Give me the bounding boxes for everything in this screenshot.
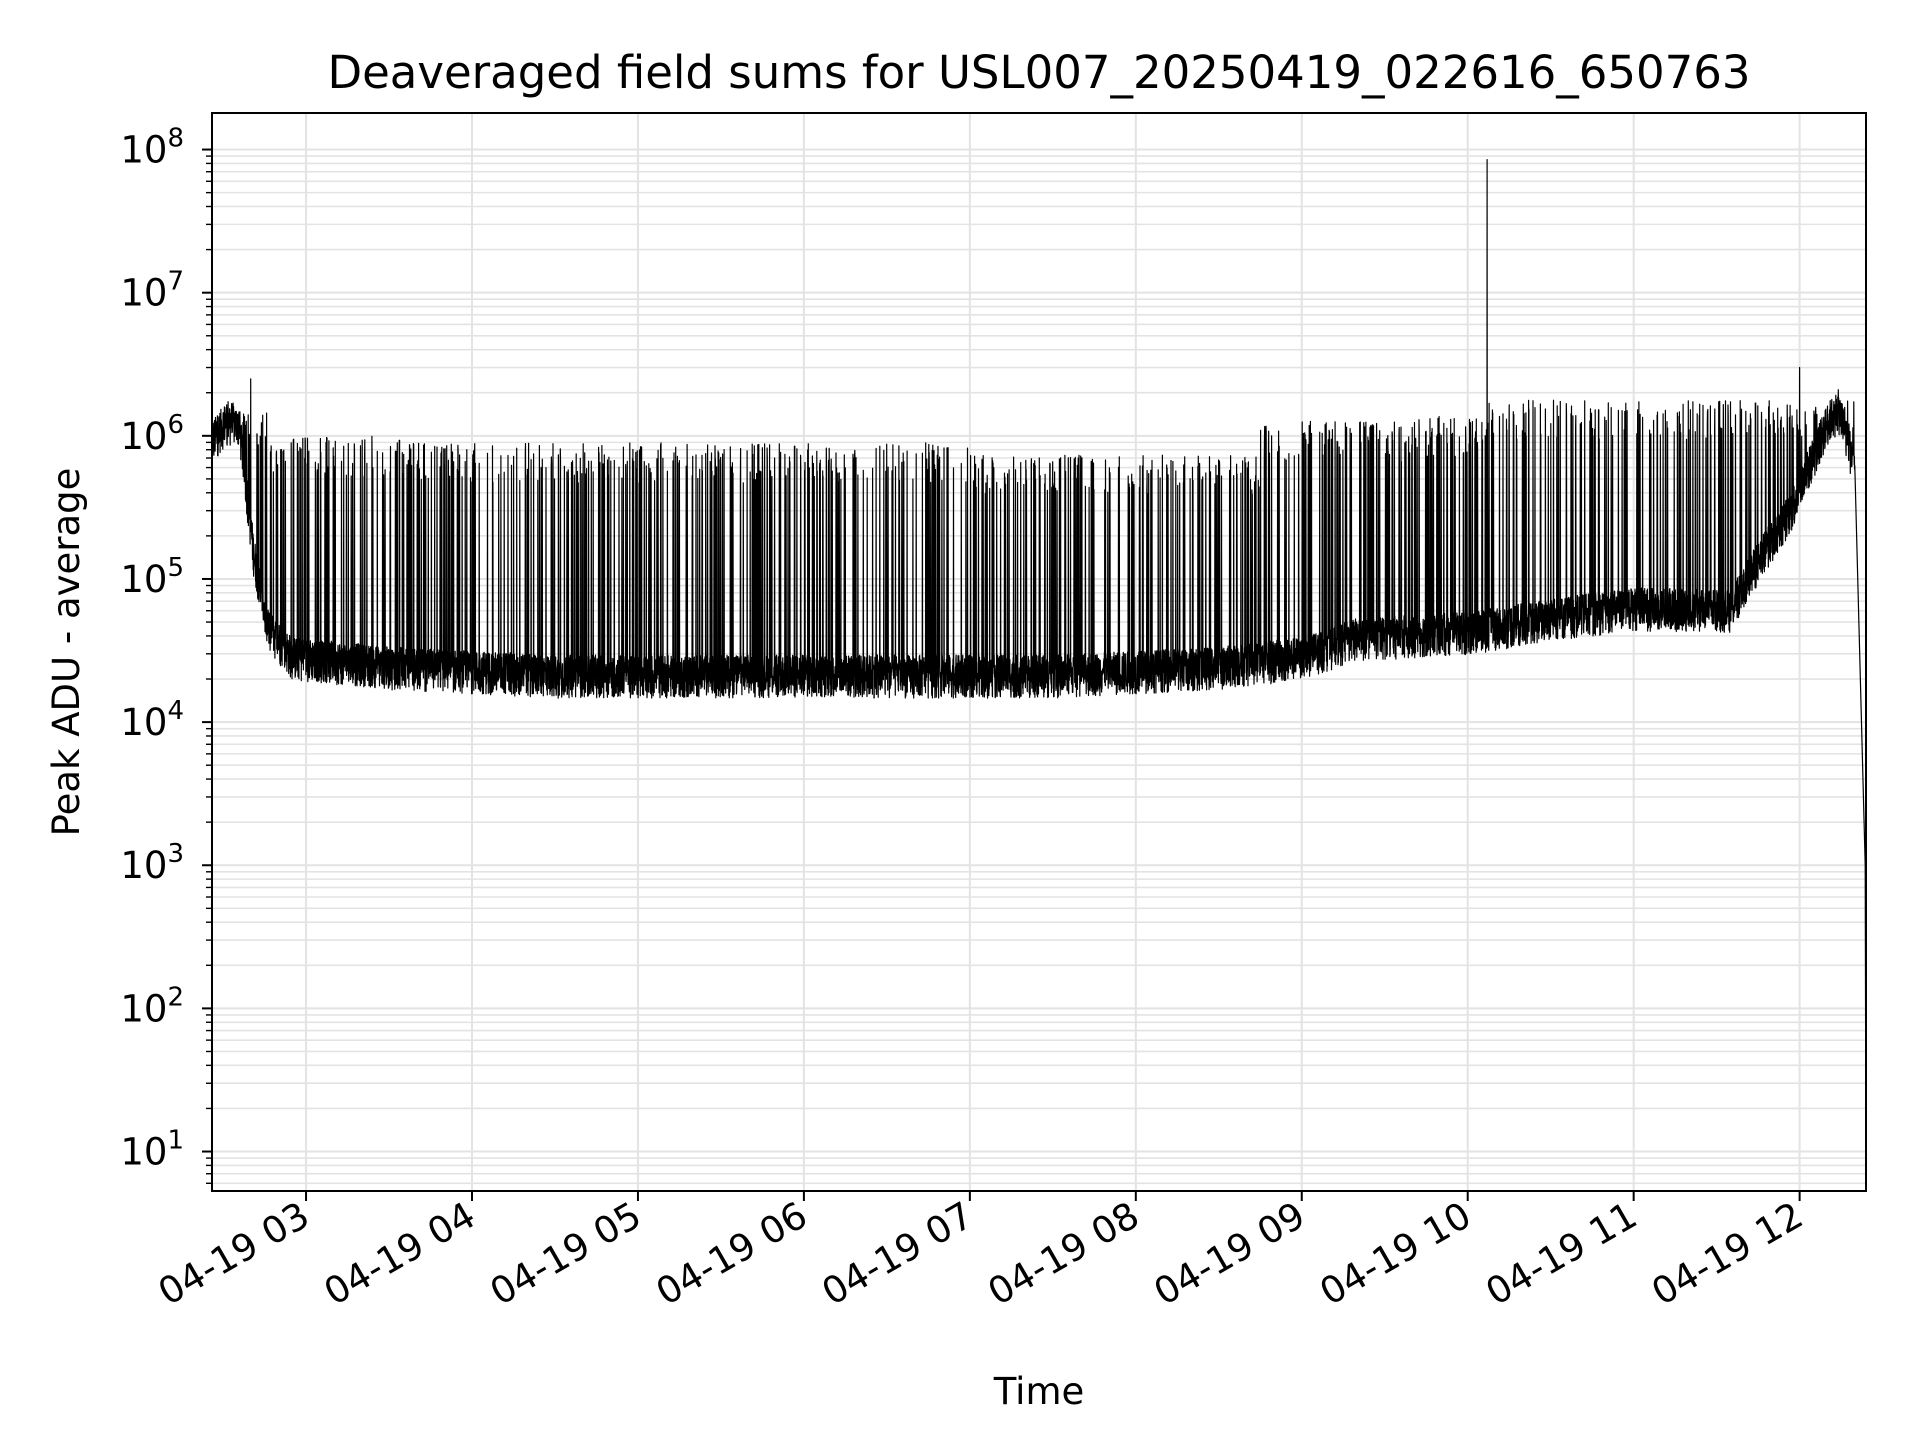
- x-tick-label: 04-19 05: [483, 1194, 649, 1314]
- y-axis-label: Peak ADU - average: [45, 468, 88, 837]
- y-tick-label: 107: [120, 267, 184, 315]
- chart-title: Deaveraged field sums for USL007_2025041…: [327, 46, 1750, 99]
- x-tick-label: 04-19 11: [1479, 1194, 1645, 1314]
- series-line: [211, 159, 1867, 1192]
- x-tick-label: 04-19 06: [649, 1194, 815, 1314]
- y-tick-label: 101: [120, 1126, 184, 1174]
- plot-frame: [211, 112, 1867, 1192]
- x-tick-label: 04-19 10: [1313, 1194, 1479, 1314]
- x-axis-label: Time: [993, 1370, 1085, 1413]
- x-tick-label: 04-19 04: [317, 1194, 483, 1314]
- y-tick-label: 106: [120, 410, 184, 458]
- x-tick-label: 04-19 12: [1645, 1194, 1811, 1314]
- y-tick-label: 105: [120, 553, 184, 601]
- x-tick-label: 04-19 08: [981, 1194, 1147, 1314]
- x-tick-label: 04-19 03: [151, 1194, 317, 1314]
- y-tick-label: 104: [120, 696, 184, 744]
- series-layer: [211, 159, 1867, 1192]
- y-tick-label: 103: [120, 839, 184, 887]
- x-tick-label: 04-19 07: [815, 1194, 981, 1314]
- tick-layer: 04-19 03 04-19 04 04-19 05 04-19 06 04-19 07…: [120, 124, 1810, 1314]
- x-tick-label: 04-19 09: [1147, 1194, 1313, 1314]
- y-tick-label: 102: [120, 982, 184, 1030]
- y-tick-label: 108: [120, 124, 184, 172]
